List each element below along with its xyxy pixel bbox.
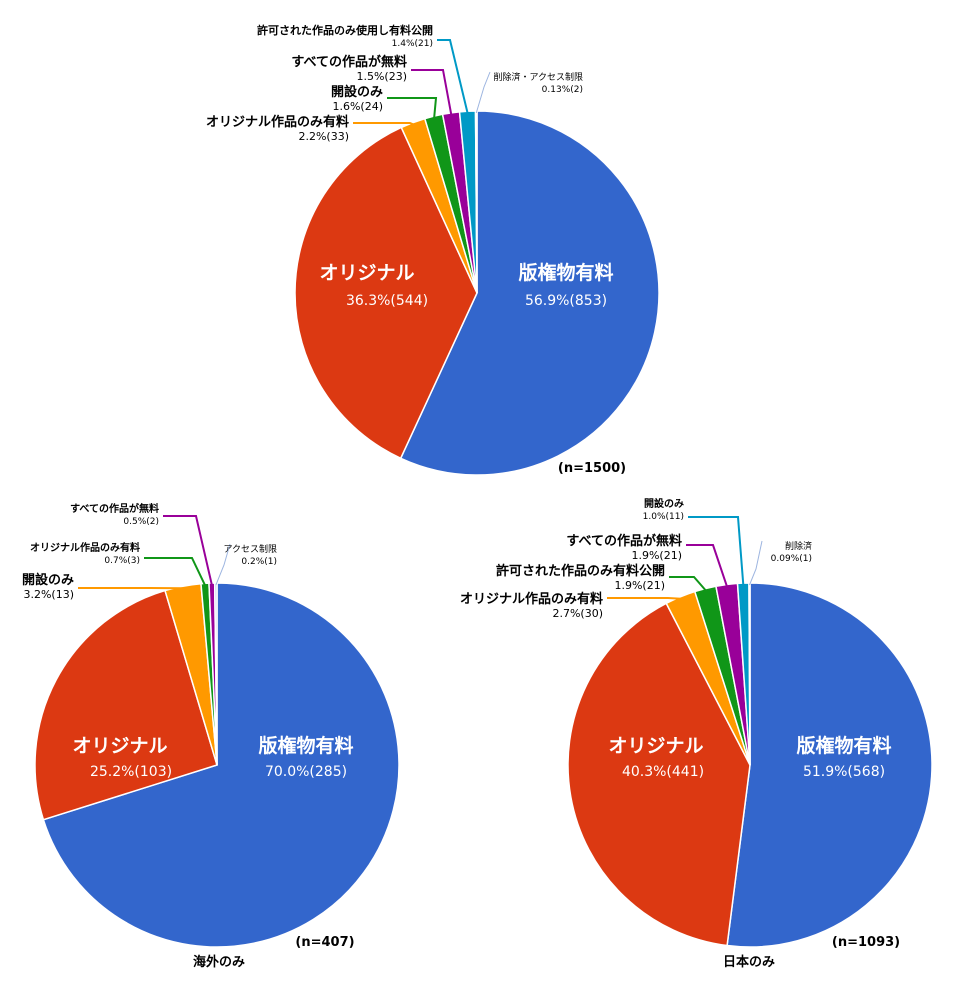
slice-value-label: 25.2%(103): [90, 764, 172, 780]
slice-value-label: 1.5%(23): [356, 70, 407, 83]
slice-value-label: 0.2%(1): [241, 557, 277, 567]
pie-slice: [294, 126, 478, 460]
sample-size-label: (n=407): [295, 935, 354, 950]
pie-slice: [567, 602, 751, 947]
slice-label: オリジナル: [608, 735, 703, 757]
slice-value-label: 2.2%(33): [298, 130, 349, 143]
slice-label: すべての作品が無料: [291, 54, 407, 70]
slice-value-label: 1.9%(21): [614, 579, 665, 592]
leader-line: [163, 515, 213, 586]
slice-value-label: 1.9%(21): [631, 549, 682, 562]
slice-label: すべての作品が無料: [566, 533, 682, 549]
pie-slice: [748, 582, 751, 766]
leader-line: [387, 97, 438, 119]
pie-slice: [726, 582, 933, 948]
slice-label: 削除済・アクセス制限: [493, 71, 583, 83]
leader-line: [749, 540, 763, 586]
slice-label: アクセス制限: [223, 543, 277, 555]
pie-chart-1: 版権物有料 56.9%(853) オリジナル 36.3%(544) オリジナル作品のみ有…: [206, 23, 660, 476]
slice-label: 開設のみ: [22, 572, 74, 588]
slice-label: 許可された作品のみ有料公開: [496, 563, 665, 579]
leader-line: [437, 39, 469, 114]
leader-line: [669, 576, 707, 592]
slice-label: 開設のみ: [331, 84, 383, 100]
leader-line: [475, 71, 491, 114]
slice-value-label: 1.6%(24): [332, 100, 383, 113]
pie-chart-2: 版権物有料 70.0%(285) オリジナル 25.2%(103) 開設のみ3.2%(1…: [22, 502, 400, 970]
slice-label: すべての作品が無料: [70, 502, 159, 515]
leader-line: [353, 122, 414, 126]
pie-chart-3: 版権物有料 51.9%(568) オリジナル 40.3%(441) オリジナル作品のみ有…: [460, 497, 933, 970]
slice-value-label: 0.7%(3): [104, 556, 140, 566]
slice-label: 許可された作品のみ使用し有料公開: [257, 23, 433, 37]
slice-value-label: 70.0%(285): [265, 764, 347, 780]
chart-caption: 日本のみ: [723, 954, 775, 970]
slice-label: オリジナル作品のみ有料: [460, 591, 603, 607]
slice-label: 版権物有料: [518, 261, 613, 284]
slice-label: 開設のみ: [644, 497, 684, 510]
slice-value-label: 56.9%(853): [525, 293, 607, 309]
slice-label: オリジナル: [72, 735, 167, 757]
sample-size-label: (n=1500): [558, 461, 626, 476]
pie-slice: [42, 582, 400, 948]
leader-line: [411, 69, 453, 116]
slice-value-label: 36.3%(544): [346, 293, 428, 309]
slice-value-label: 0.5%(2): [123, 517, 159, 527]
sample-size-label: (n=1093): [832, 935, 900, 950]
leader-line: [688, 516, 745, 586]
leader-line: [215, 543, 231, 586]
chart-caption: 海外のみ: [193, 954, 245, 970]
leader-line: [607, 597, 682, 600]
slice-value-label: 1.4%(21): [392, 39, 433, 49]
pie-slice: [34, 589, 218, 821]
slice-label: オリジナル: [319, 262, 414, 284]
slice-value-label: 51.9%(568): [803, 764, 885, 780]
slice-value-label: 0.13%(2): [542, 85, 583, 95]
leader-line: [686, 544, 728, 587]
slice-label: オリジナル作品のみ有料: [206, 114, 349, 130]
leader-line: [144, 557, 207, 586]
pie-slice: [399, 110, 660, 476]
slice-value-label: 2.7%(30): [552, 607, 603, 620]
slice-value-label: 3.2%(13): [23, 588, 74, 601]
slice-label: 削除済: [785, 540, 812, 552]
slice-label: 版権物有料: [796, 734, 891, 757]
slice-value-label: 0.09%(1): [771, 554, 812, 564]
slice-label: 版権物有料: [258, 734, 353, 757]
slice-value-label: 1.0%(11): [643, 512, 684, 522]
slice-label: オリジナル作品のみ有料: [30, 541, 140, 554]
slice-value-label: 40.3%(441): [622, 764, 704, 780]
